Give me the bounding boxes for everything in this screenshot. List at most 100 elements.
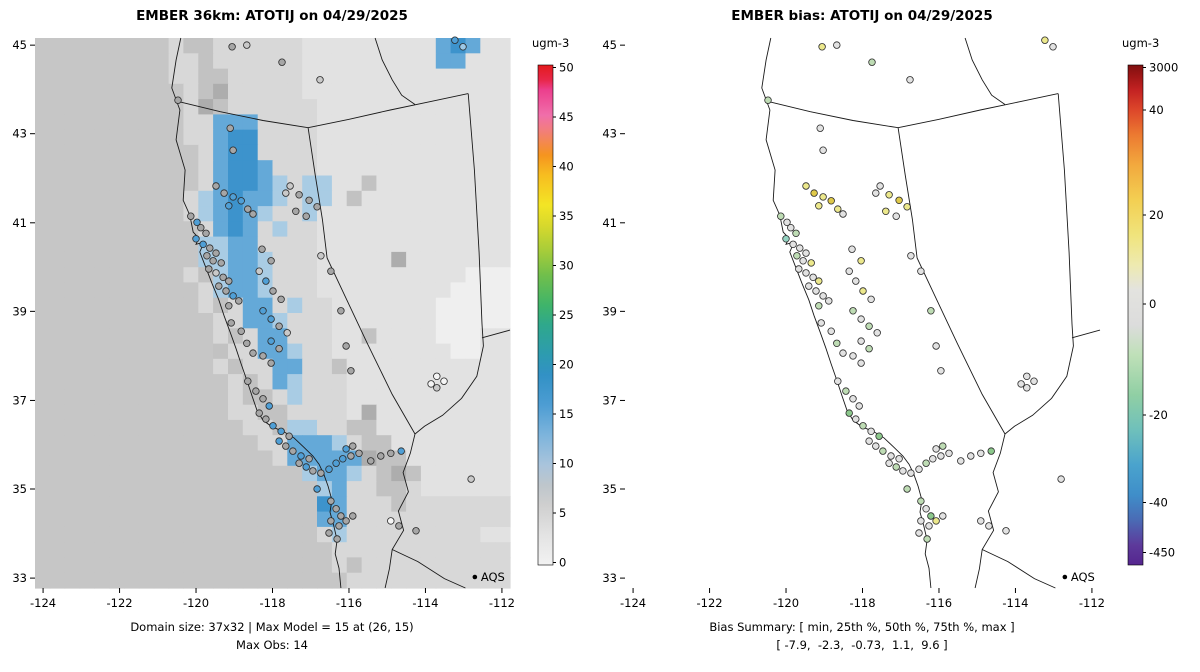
raster-cell bbox=[495, 557, 511, 574]
raster-cell bbox=[317, 114, 333, 131]
x-tick-label: -120 bbox=[773, 596, 799, 610]
raster-cell bbox=[302, 114, 318, 131]
raster-cell bbox=[346, 481, 363, 497]
raster-cell bbox=[35, 496, 51, 513]
raster-cell bbox=[331, 175, 348, 192]
colorbar-tick-label: 25 bbox=[559, 308, 574, 322]
raster-cell bbox=[331, 114, 348, 131]
raster-cell bbox=[495, 83, 511, 100]
raster-cell bbox=[420, 206, 437, 222]
raster-cell bbox=[361, 435, 377, 452]
raster-cell bbox=[450, 68, 466, 85]
raster-cell bbox=[450, 160, 466, 177]
colorbar-tick-label: 40 bbox=[559, 160, 574, 174]
raster-cell bbox=[183, 38, 199, 54]
raster-cell bbox=[109, 572, 125, 589]
raster-cell bbox=[376, 542, 392, 559]
site-marker bbox=[939, 442, 947, 450]
raster-cell bbox=[406, 496, 422, 513]
raster-cell bbox=[287, 129, 303, 146]
raster-cell bbox=[79, 99, 95, 115]
raster-cell bbox=[138, 160, 155, 177]
raster-cell bbox=[495, 542, 511, 559]
raster-cell bbox=[49, 297, 66, 314]
raster-cell bbox=[480, 175, 496, 192]
raster-cell bbox=[391, 572, 407, 589]
raster-cell bbox=[287, 328, 303, 345]
site-marker bbox=[255, 267, 263, 275]
raster-cell bbox=[94, 297, 110, 314]
raster-cell bbox=[361, 83, 377, 100]
raster-cell bbox=[495, 221, 511, 238]
raster-cell bbox=[317, 328, 333, 345]
raster-cell bbox=[35, 297, 51, 314]
site-marker bbox=[227, 319, 235, 327]
raster-cell bbox=[406, 297, 422, 314]
raster-cell bbox=[168, 297, 184, 314]
colorbar-tick-label: 20 bbox=[559, 358, 574, 372]
site-marker bbox=[819, 193, 827, 201]
raster-cell bbox=[49, 236, 66, 253]
raster-cell bbox=[435, 496, 452, 513]
raster-cell bbox=[168, 374, 184, 390]
raster-cell bbox=[228, 99, 244, 115]
raster-cell bbox=[272, 38, 288, 54]
raster-cell bbox=[331, 389, 348, 406]
site-marker bbox=[1041, 36, 1049, 44]
raster-cell bbox=[376, 343, 392, 360]
raster-cell bbox=[391, 343, 407, 360]
raster-cell bbox=[406, 221, 422, 238]
site-marker bbox=[305, 196, 313, 204]
colorbar-tick-label: 0 bbox=[1149, 297, 1156, 311]
raster-cell bbox=[435, 236, 452, 253]
raster-cell bbox=[376, 83, 392, 100]
site-marker bbox=[937, 452, 945, 460]
raster-cell bbox=[94, 221, 110, 238]
site-marker bbox=[237, 197, 245, 205]
raster-cell bbox=[287, 419, 303, 436]
raster-cell bbox=[257, 206, 274, 222]
raster-cell bbox=[406, 206, 422, 222]
raster-cell bbox=[183, 297, 199, 314]
raster-cell bbox=[287, 511, 303, 528]
raster-cell bbox=[450, 435, 466, 452]
site-marker bbox=[259, 395, 267, 403]
raster-cell bbox=[361, 557, 377, 574]
raster-cell bbox=[198, 419, 214, 436]
raster-cell bbox=[287, 404, 303, 421]
raster-cell bbox=[317, 450, 333, 467]
raster-cell bbox=[391, 328, 407, 345]
site-marker bbox=[985, 522, 993, 530]
raster-cell bbox=[495, 129, 511, 146]
raster-cell bbox=[346, 144, 363, 161]
raster-cell bbox=[287, 160, 303, 177]
x-tick-label: -122 bbox=[106, 596, 132, 610]
site-marker bbox=[220, 189, 228, 197]
raster-cell bbox=[35, 282, 51, 299]
border-line bbox=[761, 37, 932, 589]
raster-cell bbox=[124, 404, 140, 421]
raster-cell bbox=[420, 572, 437, 589]
y-tick-label: 39 bbox=[602, 304, 617, 318]
raster-cell bbox=[64, 206, 81, 222]
site-marker bbox=[805, 282, 813, 290]
colorbar-tick-label: 40 bbox=[1149, 103, 1164, 117]
raster-cell bbox=[450, 374, 466, 390]
raster-cell bbox=[168, 542, 184, 559]
raster-cell bbox=[94, 160, 110, 177]
raster-cell bbox=[465, 389, 481, 406]
raster-cell bbox=[153, 83, 170, 100]
raster-cell bbox=[331, 267, 348, 284]
raster-cell bbox=[331, 236, 348, 253]
raster-cell bbox=[242, 435, 259, 452]
raster-layer bbox=[35, 38, 511, 589]
raster-cell bbox=[480, 419, 496, 436]
raster-cell bbox=[257, 496, 274, 513]
raster-cell bbox=[183, 160, 199, 177]
raster-cell bbox=[480, 206, 496, 222]
raster-cell bbox=[109, 282, 125, 299]
raster-cell bbox=[168, 38, 184, 54]
site-marker bbox=[827, 197, 835, 205]
raster-cell bbox=[79, 221, 95, 238]
raster-cell bbox=[391, 144, 407, 161]
